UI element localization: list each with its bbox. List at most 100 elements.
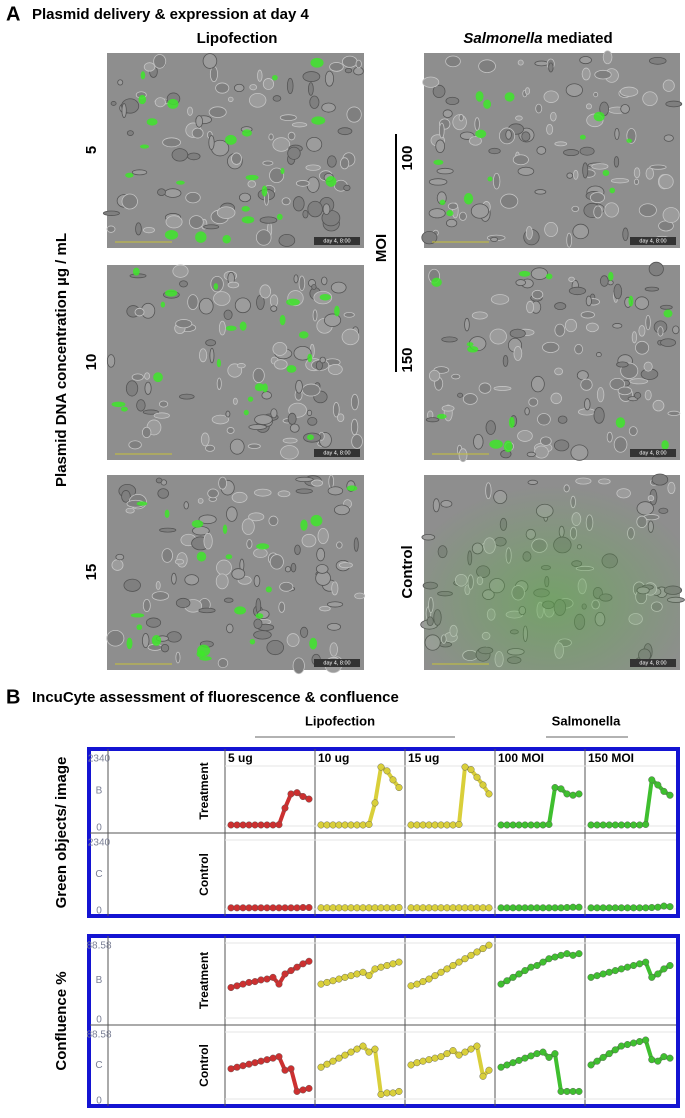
green-cell <box>255 383 264 391</box>
cell <box>107 226 115 233</box>
cell <box>426 418 439 422</box>
cell <box>159 401 167 407</box>
cell <box>291 563 296 572</box>
cell <box>142 427 151 437</box>
data-point <box>420 978 427 985</box>
condition-label: 10 ug <box>318 751 349 765</box>
data-point <box>276 821 283 828</box>
cell <box>653 400 664 411</box>
data-point <box>426 905 433 912</box>
cell <box>649 57 666 64</box>
data-point <box>414 981 421 988</box>
green-cell <box>147 118 158 125</box>
data-point <box>306 904 313 911</box>
data-point <box>576 1088 583 1095</box>
cell <box>279 234 295 246</box>
data-point <box>480 905 487 912</box>
y-tick-label: 88.58 <box>86 941 111 952</box>
data-point <box>456 959 463 966</box>
cell <box>279 602 285 612</box>
cell <box>634 168 640 178</box>
data-point <box>378 964 385 971</box>
data-point <box>480 945 487 952</box>
data-point <box>667 903 674 910</box>
data-point <box>642 959 649 966</box>
data-point <box>624 822 631 829</box>
data-point <box>342 905 349 912</box>
cell <box>308 83 313 96</box>
data-point <box>318 822 325 829</box>
green-cell <box>240 321 247 330</box>
green-cell <box>628 296 633 307</box>
cell <box>331 282 346 293</box>
data-point <box>558 1088 565 1095</box>
cell <box>547 124 553 134</box>
green-cell <box>140 145 149 149</box>
cell <box>565 319 576 331</box>
green-cell <box>286 299 300 306</box>
cell <box>270 295 277 307</box>
green-cell <box>509 417 515 428</box>
cell <box>660 305 672 309</box>
data-point <box>570 904 577 911</box>
cell <box>135 308 144 316</box>
data-point <box>528 822 535 829</box>
data-point <box>282 905 289 912</box>
cell <box>325 71 333 86</box>
data-point <box>300 1087 307 1094</box>
cell <box>510 329 525 338</box>
data-point <box>366 821 373 828</box>
cell <box>282 198 290 205</box>
cell <box>586 104 591 109</box>
data-point <box>546 905 553 912</box>
green-cell <box>242 206 250 212</box>
condition-label: 15 ug <box>408 751 439 765</box>
data-point <box>384 905 391 912</box>
cell <box>586 323 598 332</box>
data-point <box>540 959 547 966</box>
data-point <box>504 977 511 984</box>
y-axis-label: Confluence % <box>53 971 70 1070</box>
cell <box>269 516 278 526</box>
cell <box>649 262 663 276</box>
data-point <box>655 971 662 978</box>
cell <box>573 224 589 239</box>
cell <box>267 640 284 654</box>
data-point <box>510 1059 517 1066</box>
data-point <box>576 791 583 798</box>
data-point <box>510 905 517 912</box>
cell <box>162 549 173 563</box>
cell <box>459 212 466 220</box>
cell <box>250 84 257 89</box>
green-cell <box>195 231 206 242</box>
data-point <box>330 977 337 984</box>
cell <box>344 185 350 190</box>
cell <box>122 194 138 209</box>
data-point <box>655 782 662 789</box>
data-point <box>228 905 235 912</box>
green-cell <box>138 95 146 104</box>
cell <box>307 410 311 415</box>
cell <box>621 104 630 113</box>
cell <box>323 204 330 215</box>
cell <box>288 413 296 424</box>
cell <box>288 147 301 159</box>
data-point <box>420 822 427 829</box>
cell <box>501 194 518 208</box>
data-point <box>396 959 403 966</box>
cell <box>486 421 495 435</box>
data-point <box>667 792 674 799</box>
green-cell <box>165 510 170 518</box>
timestamp: day 4, 8:00 <box>639 238 666 244</box>
cell <box>328 364 342 374</box>
green-cell <box>320 294 331 301</box>
data-point <box>444 822 451 829</box>
cell <box>248 181 256 188</box>
green-haze <box>424 475 680 670</box>
cell <box>165 189 181 198</box>
cell <box>458 393 463 397</box>
cell <box>347 107 361 122</box>
data-point <box>594 822 601 829</box>
cell <box>329 475 334 488</box>
cell <box>192 128 203 138</box>
